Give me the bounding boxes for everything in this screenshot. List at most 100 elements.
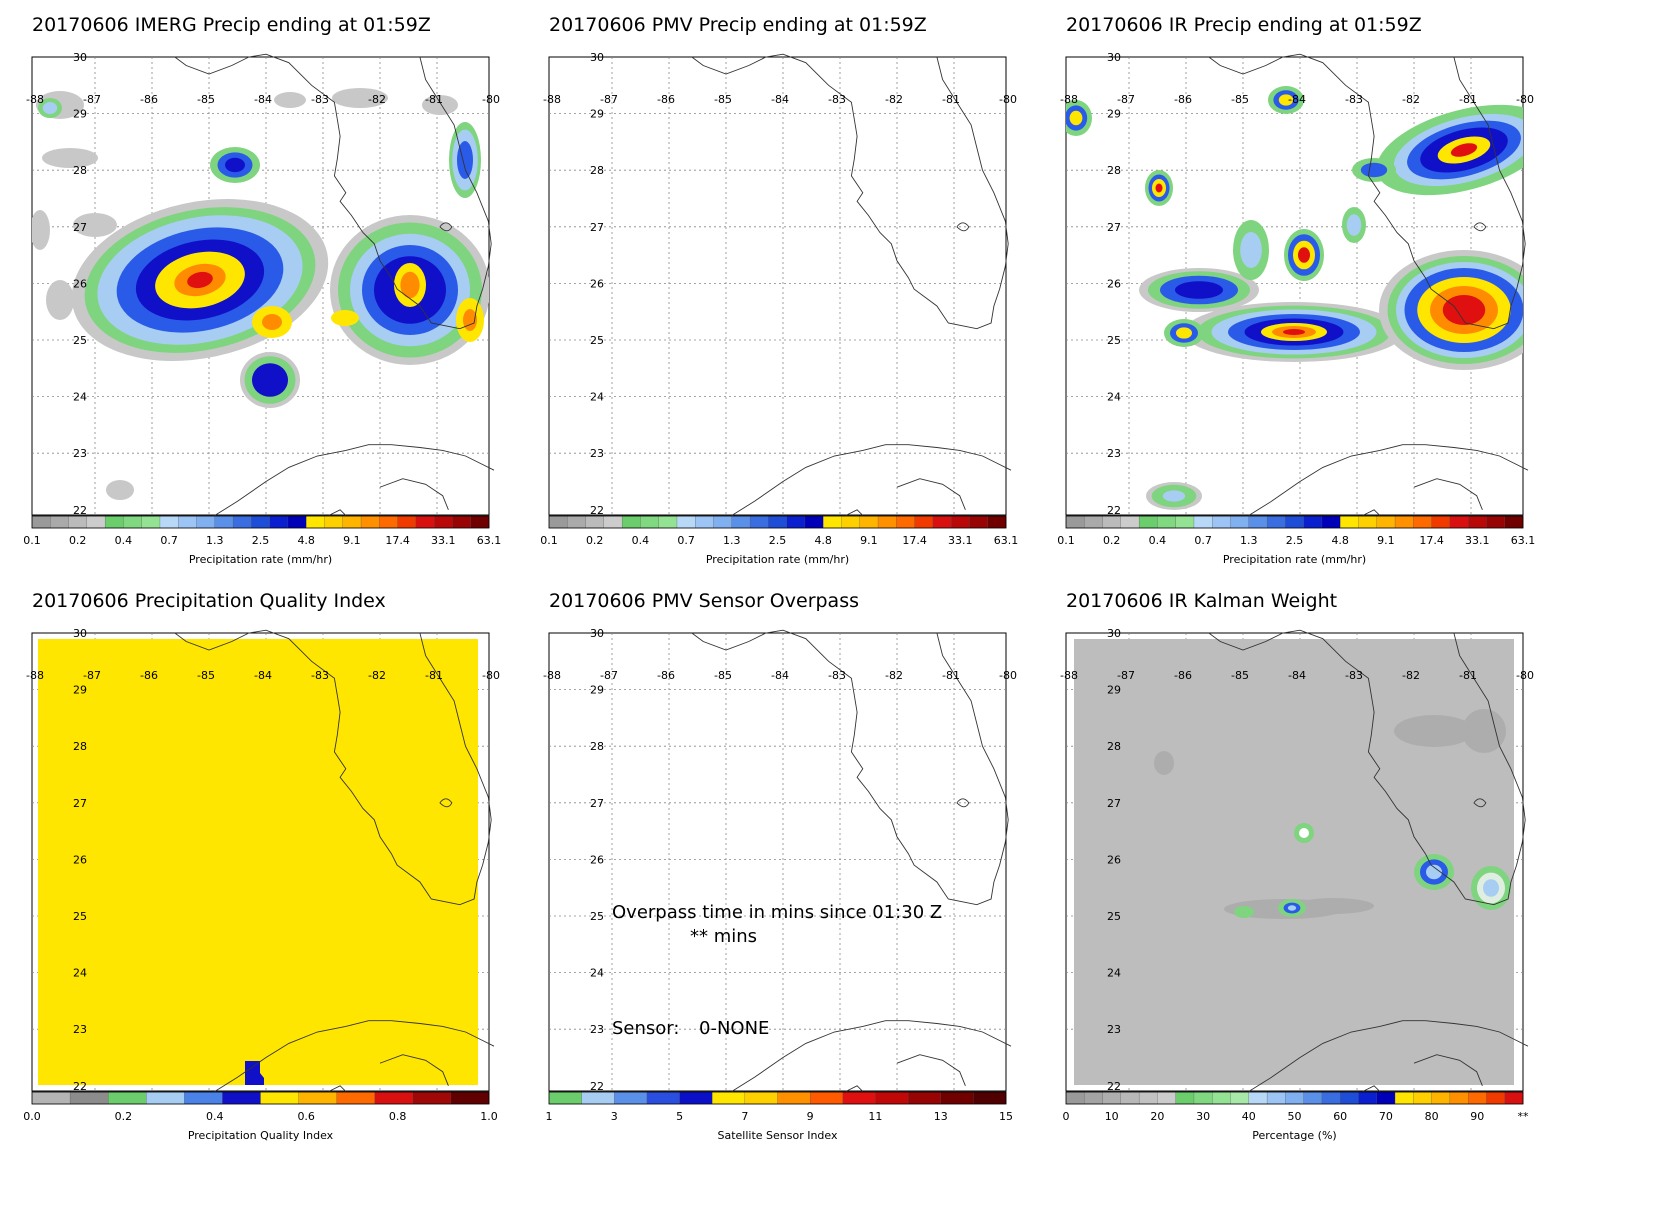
map-border — [548, 56, 1007, 516]
florida-coast — [691, 629, 1009, 906]
lat-label: 24 — [73, 391, 87, 404]
colorbar: 0.0 0.2 0.4 0.6 0.8 1.0 Precipitation Quality … — [23, 1091, 498, 1142]
lat-label: 28 — [1107, 740, 1121, 753]
colorbar-swatch — [1230, 515, 1250, 529]
lat-label: 29 — [590, 108, 604, 121]
map-tick-labels: 30 29 28 27 26 25 24 23 22 -88 -87 -86 -85 -84 -83 -82 -… — [543, 51, 1017, 517]
colorbar-swatch — [1376, 515, 1396, 529]
lat-label: 23 — [1107, 447, 1121, 460]
colorbar-tick-label: 63.1 — [994, 534, 1019, 547]
colorbar-swatch — [69, 1091, 109, 1105]
lat-label: 28 — [73, 164, 87, 177]
colorbar-tick-label: 1.3 — [206, 534, 224, 547]
colorbar-tick-label: 0.2 — [586, 534, 604, 547]
colorbar-tick-label: 1 — [546, 1110, 553, 1123]
colorbar-swatch — [1102, 515, 1122, 529]
colorbar-swatch — [777, 1091, 811, 1105]
precip-contour — [1298, 247, 1310, 263]
cuba-south-coast — [1413, 1054, 1483, 1086]
colorbar-swatch — [731, 515, 751, 529]
colorbar-swatch — [1486, 1091, 1506, 1105]
lat-label: 29 — [1107, 108, 1121, 121]
lat-label: 27 — [1107, 797, 1121, 810]
lon-label: -87 — [600, 93, 618, 106]
colorbar: 0.1 0.2 0.4 0.7 1.3 2.5 4.8 9.1 17.4 33.1 63.1 Prec… — [540, 515, 1019, 566]
colorbar-swatch — [877, 515, 897, 529]
map-tick-labels: 30 29 28 27 26 25 24 23 22 -88 -87 -86 -85 -84 -83 -82 -… — [26, 627, 500, 1093]
colorbar-border — [31, 515, 490, 529]
colorbar-tick-label: 9.1 — [343, 534, 361, 547]
coastline — [174, 629, 495, 1101]
colorbar-tick-label: ** — [1518, 1110, 1530, 1123]
colorbar-swatch — [104, 515, 124, 529]
colorbar-swatch — [146, 1091, 185, 1105]
lat-label: 26 — [1107, 853, 1121, 866]
panel-ir-precip: 20170606 IR Precip ending at 01:59Z 30 29… — [1034, 0, 1585, 606]
colorbar-swatch — [940, 1091, 974, 1105]
cuba-coast — [214, 444, 495, 516]
colorbar-title: Precipitation rate (mm/hr) — [1223, 553, 1366, 566]
precip-contour — [1346, 214, 1362, 236]
kalman-shade — [1294, 898, 1374, 914]
colorbar-border — [548, 1091, 1007, 1105]
colorbar-tick-label: 20 — [1150, 1110, 1164, 1123]
lat-label: 22 — [73, 504, 87, 517]
colorbar-swatch — [712, 1091, 746, 1105]
cuba-coast — [214, 1020, 495, 1092]
panel-title: 20170606 IR Precip ending at 01:59Z — [1066, 14, 1422, 36]
colorbar-swatch — [695, 515, 714, 529]
colorbar-swatch — [841, 515, 861, 529]
lat-label: 30 — [73, 627, 87, 640]
colorbar-swatch — [823, 515, 842, 529]
gray-precip — [422, 95, 458, 115]
colorbar-tick-label: 90 — [1470, 1110, 1484, 1123]
lat-label: 25 — [1107, 910, 1121, 923]
colorbar-tick-label: 0.0 — [23, 1110, 41, 1123]
colorbar-swatch — [31, 1091, 71, 1105]
lon-label: -86 — [1174, 669, 1192, 682]
colorbar-tick-label: 1.3 — [1240, 534, 1258, 547]
lon-label: -85 — [1231, 93, 1249, 106]
lat-label: 23 — [590, 447, 604, 460]
colorbar-swatch — [108, 1091, 147, 1105]
lon-label: -88 — [543, 93, 561, 106]
lon-label: -86 — [657, 93, 675, 106]
colorbar-swatch — [842, 1091, 876, 1105]
precip-contour — [1299, 828, 1309, 838]
lat-label: 23 — [73, 447, 87, 460]
colorbar-tick-label: 0.4 — [1149, 534, 1167, 547]
colorbar-swatch — [260, 1091, 300, 1105]
colorbar-swatch — [1358, 515, 1378, 529]
cuba-south-coast — [1413, 478, 1483, 510]
colorbar-swatch — [298, 1091, 338, 1105]
colorbar-swatch — [1449, 1091, 1469, 1105]
lat-label: 23 — [73, 1023, 87, 1036]
colorbar-tick-label: 70 — [1379, 1110, 1393, 1123]
colorbar-swatch — [973, 1091, 1007, 1105]
colorbar-border — [1065, 515, 1524, 529]
colorbar-swatch — [1413, 515, 1433, 529]
colorbar-swatch — [809, 1091, 844, 1105]
colorbar-swatch — [452, 515, 472, 529]
colorbar-swatch — [567, 515, 587, 529]
colorbar-tick-label: 0.4 — [115, 534, 133, 547]
colorbar-swatch — [804, 515, 824, 529]
lat-label: 22 — [590, 504, 604, 517]
colorbar-swatch — [768, 515, 788, 529]
lat-label: 27 — [1107, 221, 1121, 234]
colorbar-tick-label: 10 — [1105, 1110, 1119, 1123]
lon-label: -83 — [311, 669, 329, 682]
colorbar-swatch — [178, 515, 197, 529]
colorbar-swatch — [1468, 515, 1487, 529]
colorbar-swatch — [1065, 1091, 1085, 1105]
precip-contour — [1175, 281, 1223, 299]
colorbar-tick-label: 0.1 — [540, 534, 558, 547]
colorbar: 0 10 20 30 40 50 60 70 80 90 ** Percentage (%) — [1063, 1091, 1530, 1142]
lon-label: -85 — [197, 669, 215, 682]
colorbar-swatch — [222, 1091, 261, 1105]
colorbar-tick-label: 60 — [1333, 1110, 1347, 1123]
lat-label: 26 — [590, 277, 604, 290]
cuba-coast — [731, 1020, 1012, 1092]
colorbar-swatch — [1321, 1091, 1341, 1105]
